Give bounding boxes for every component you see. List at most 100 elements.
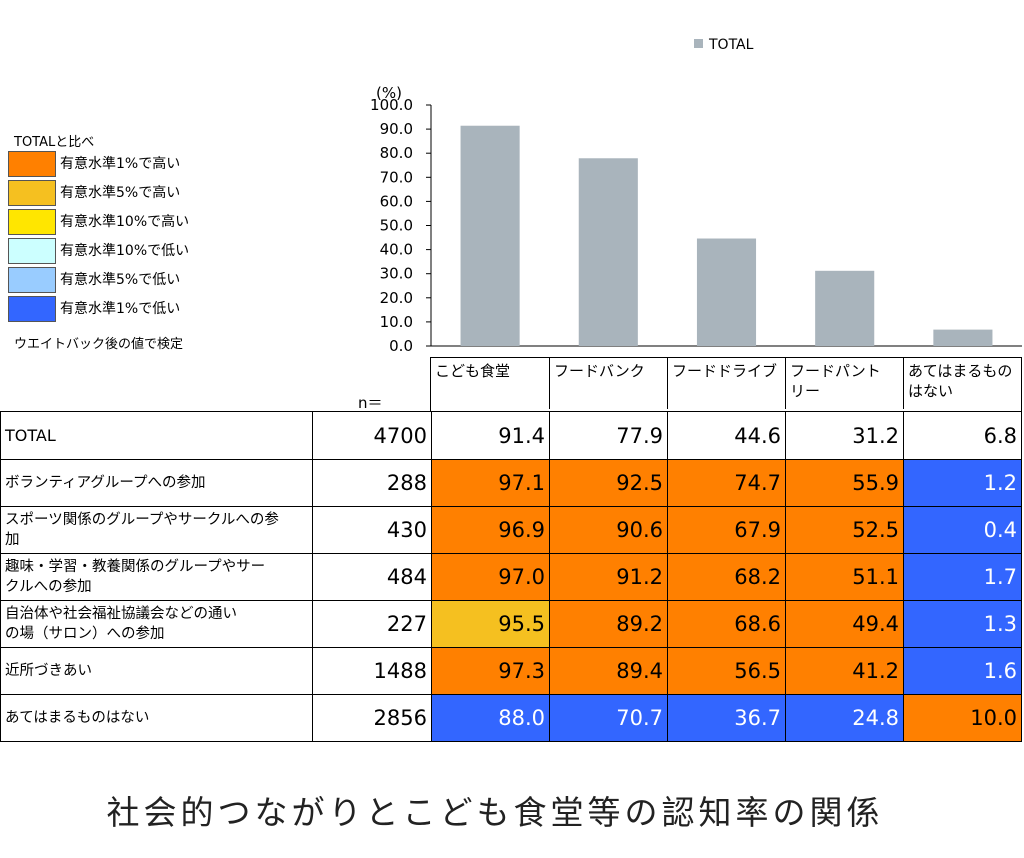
legend-label: 有意水準10%で高い bbox=[60, 214, 190, 230]
table-row: 近所づきあい 1488 97.3 89.4 56.5 41.2 1.6 bbox=[0, 647, 1022, 695]
y-tick-label: 20.0 bbox=[380, 289, 413, 307]
value-cell: 91.4 bbox=[431, 411, 550, 460]
value-cell: 56.5 bbox=[667, 647, 786, 695]
value-cell: 89.2 bbox=[549, 600, 668, 648]
chart-legend: TOTAL bbox=[694, 37, 754, 53]
value-cell: 24.8 bbox=[785, 694, 904, 742]
n-cell: 1488 bbox=[312, 647, 432, 695]
row-label-line: の場（サロン）への参加 bbox=[5, 626, 165, 642]
value-cell: 88.0 bbox=[431, 694, 550, 742]
y-tick-label: 60.0 bbox=[380, 192, 413, 210]
legend-label: 有意水準5%で低い bbox=[60, 272, 181, 288]
row-label-line: TOTAL bbox=[5, 425, 56, 445]
table-row: スポーツ関係のグループやサークルへの参加 430 96.9 90.6 67.9 52.5 0… bbox=[0, 506, 1022, 554]
value-cell: 68.2 bbox=[667, 553, 786, 601]
row-label: あてはまるものはない bbox=[0, 694, 313, 742]
row-label-line: 加 bbox=[5, 532, 20, 548]
value-cell: 44.6 bbox=[667, 411, 786, 460]
row-label-line: あてはまるものはない bbox=[5, 710, 150, 726]
value-cell: 1.6 bbox=[903, 647, 1022, 695]
n-cell: 227 bbox=[312, 600, 432, 648]
row-label: 近所づきあい bbox=[0, 647, 313, 695]
row-label-line: 自治体や社会福祉協議会などの通い bbox=[5, 606, 237, 622]
y-tick-label: 10.0 bbox=[380, 313, 413, 331]
legend-label: 有意水準5%で高い bbox=[60, 185, 181, 201]
legend-swatch bbox=[8, 180, 56, 206]
category-header-frame bbox=[430, 357, 1022, 411]
value-cell: 68.6 bbox=[667, 600, 786, 648]
category-header: こども食堂 bbox=[431, 357, 549, 409]
category-label-line: フードパント bbox=[790, 362, 881, 380]
value-cell: 31.2 bbox=[785, 411, 904, 460]
y-tick-label: 50.0 bbox=[380, 217, 413, 235]
n-cell: 2856 bbox=[312, 694, 432, 742]
n-cell: 484 bbox=[312, 553, 432, 601]
category-label-line: フードバンク bbox=[554, 362, 645, 380]
value-cell: 36.7 bbox=[667, 694, 786, 742]
value-cell: 41.2 bbox=[785, 647, 904, 695]
value-cell: 89.4 bbox=[549, 647, 668, 695]
value-cell: 1.3 bbox=[903, 600, 1022, 648]
legend-swatch bbox=[8, 209, 56, 235]
legend-label: 有意水準1%で低い bbox=[60, 301, 181, 317]
table-row: TOTAL 4700 91.4 77.9 44.6 31.2 6.8 bbox=[0, 411, 1022, 460]
data-table: TOTAL 4700 91.4 77.9 44.6 31.2 6.8 ボランティアグループへの… bbox=[0, 411, 1022, 742]
legend-swatch bbox=[8, 267, 56, 293]
table-row: 趣味・学習・教養関係のグループやサー クルへの参加 484 97.0 91.2 68.2 5… bbox=[0, 553, 1022, 601]
y-axis-ticks: 100.0 90.0 80.0 70.0 60.0 50.0 40.0 30.0 20.0 10.… bbox=[370, 96, 431, 355]
legend-title: TOTALと比べ bbox=[14, 135, 95, 150]
bar-chart: TOTAL (%) 100.0 90.0 80.0 70.0 60.0 50.0 40.0 3… bbox=[370, 37, 1022, 355]
category-label-line: あてはまるもの bbox=[908, 362, 1013, 380]
bar-3 bbox=[696, 238, 757, 346]
y-tick-label: 0.0 bbox=[389, 337, 413, 355]
table-row: 自治体や社会福祉協議会などの通い の場（サロン）への参加 227 95.5 89.2 68… bbox=[0, 600, 1022, 648]
value-cell: 52.5 bbox=[785, 506, 904, 554]
n-cell: 4700 bbox=[312, 411, 432, 460]
value-cell: 97.1 bbox=[431, 459, 550, 507]
bar-4 bbox=[815, 270, 875, 346]
legend-swatch bbox=[8, 238, 56, 264]
value-cell: 90.6 bbox=[549, 506, 668, 554]
row-label: TOTAL bbox=[0, 411, 313, 460]
n-cell: 430 bbox=[312, 506, 432, 554]
value-cell: 0.4 bbox=[903, 506, 1022, 554]
row-label: 趣味・学習・教養関係のグループやサー クルへの参加 bbox=[0, 553, 313, 601]
value-cell: 95.5 bbox=[431, 600, 550, 648]
legend-label: 有意水準10%で低い bbox=[60, 243, 190, 259]
page-caption: 社会的つながりとこども食堂等の認知率の関係 bbox=[106, 793, 884, 832]
legend-label-total: TOTAL bbox=[708, 37, 754, 53]
value-cell: 1.2 bbox=[903, 459, 1022, 507]
row-label: ボランティアグループへの参加 bbox=[0, 459, 313, 507]
value-cell: 96.9 bbox=[431, 506, 550, 554]
legend-label: 有意水準1%で高い bbox=[60, 156, 181, 172]
value-cell: 74.7 bbox=[667, 459, 786, 507]
n-cell: 288 bbox=[312, 459, 432, 507]
table-row: あてはまるものはない 2856 88.0 70.7 36.7 24.8 10.0 bbox=[0, 694, 1022, 742]
value-cell: 77.9 bbox=[549, 411, 668, 460]
row-label: 自治体や社会福祉協議会などの通い の場（サロン）への参加 bbox=[0, 600, 313, 648]
category-label-line: はない bbox=[908, 382, 954, 400]
table-row: ボランティアグループへの参加 288 97.1 92.5 74.7 55.9 1.2 bbox=[0, 459, 1022, 507]
y-tick-label: 40.0 bbox=[380, 241, 413, 259]
category-header: あてはまるもの はない bbox=[903, 357, 1021, 409]
legend-swatch-total bbox=[694, 39, 703, 48]
bars bbox=[460, 125, 993, 346]
value-cell: 91.2 bbox=[549, 553, 668, 601]
y-tick-label: 80.0 bbox=[380, 144, 413, 162]
value-cell: 49.4 bbox=[785, 600, 904, 648]
value-cell: 97.0 bbox=[431, 553, 550, 601]
bar-1 bbox=[460, 125, 520, 346]
value-cell: 97.3 bbox=[431, 647, 550, 695]
value-cell: 67.9 bbox=[667, 506, 786, 554]
category-header: フードドライブ bbox=[667, 357, 785, 409]
category-header: フードバンク bbox=[549, 357, 667, 409]
row-label-line: スポーツ関係のグループやサークルへの参 bbox=[5, 512, 279, 528]
y-tick-label: 90.0 bbox=[380, 120, 413, 138]
value-cell: 70.7 bbox=[549, 694, 668, 742]
value-cell: 55.9 bbox=[785, 459, 904, 507]
value-cell: 6.8 bbox=[903, 411, 1022, 460]
y-axis-unit: (%) bbox=[376, 84, 402, 102]
value-cell: 51.1 bbox=[785, 553, 904, 601]
category-header: フードパント リー bbox=[785, 357, 903, 409]
value-cell: 1.7 bbox=[903, 553, 1022, 601]
